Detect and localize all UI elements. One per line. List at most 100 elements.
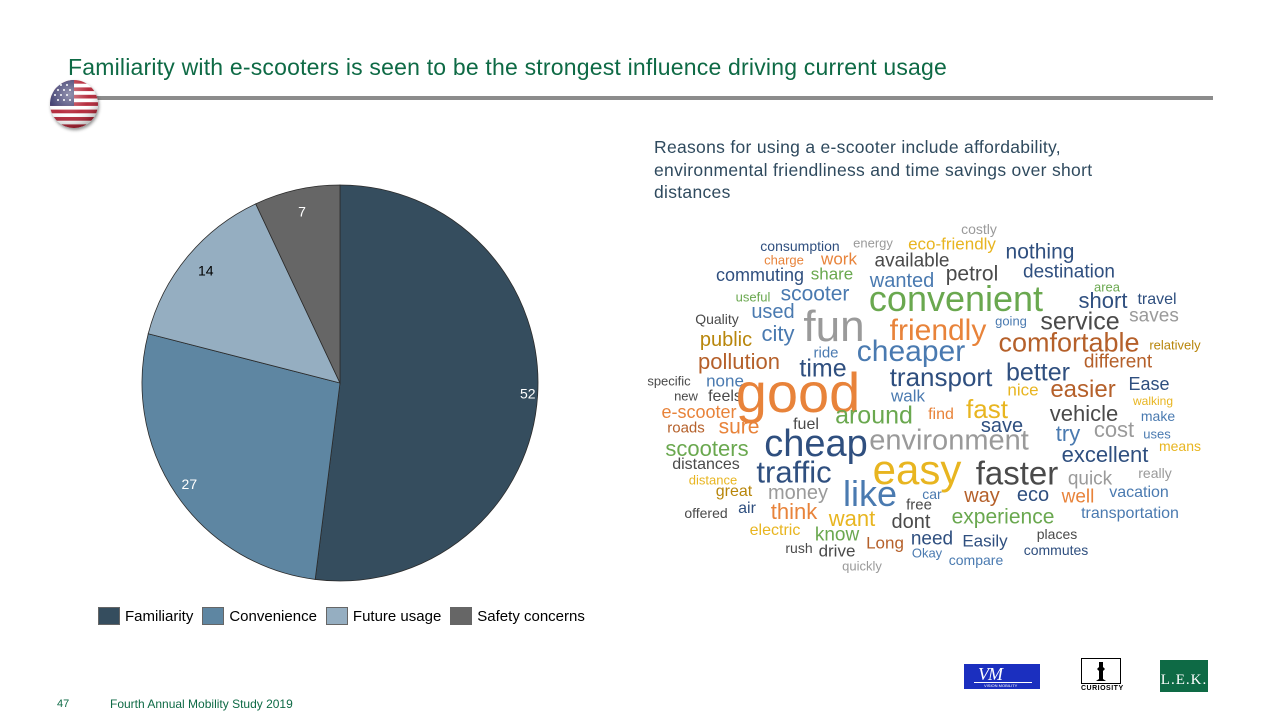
vision-mobility-logo: VM VISION MOBILITY (964, 664, 1040, 689)
word-cloud-word: pollution (698, 349, 780, 374)
word-cloud-word: well (1061, 486, 1095, 508)
word-cloud-word: quick (1067, 468, 1113, 490)
word-cloud-word: like (842, 473, 898, 514)
word-cloud-word: commuting (715, 265, 805, 285)
word-cloud-word: charge (764, 252, 804, 268)
word-cloud-word: walk (890, 386, 926, 406)
us-flag-icon (50, 80, 98, 128)
word-cloud-word: fast (966, 394, 1008, 424)
legend-item-familiarity: Familiarity (98, 607, 193, 625)
word-cloud-word: used (751, 301, 795, 323)
pie-data-label: 7 (298, 204, 306, 220)
word-cloud-word: Quality (695, 311, 739, 327)
word-cloud-word: vacation (1109, 484, 1169, 501)
word-cloud-word: environment (869, 424, 1029, 457)
word-cloud-word: want (828, 506, 876, 531)
word-cloud-word: distance (688, 472, 738, 488)
lek-logo: L.E.K. (1160, 660, 1208, 692)
word-cloud-word: nice (1007, 380, 1039, 400)
word-cloud-word: cost (1093, 417, 1135, 442)
pie-slice-familiarity (314, 184, 539, 582)
word-cloud-word: really (1138, 465, 1172, 481)
word-cloud-word: ride (813, 344, 839, 362)
word-cloud-word: work (821, 249, 857, 269)
word-cloud-word: uses (1143, 426, 1171, 442)
word-cloud-word: comfortable (998, 327, 1140, 358)
word-cloud-word: friendly (889, 314, 987, 347)
word-cloud-word: think (770, 499, 818, 524)
legend-label: Future usage (352, 607, 442, 625)
word-cloud-word: commutes (1023, 542, 1089, 558)
word-cloud-word: offered (684, 505, 728, 521)
word-cloud-word: car (922, 486, 942, 502)
word-cloud-word: transportation (1081, 505, 1179, 522)
word-cloud-word: scooter (780, 282, 850, 306)
word-cloud-word: around (835, 401, 913, 430)
word-cloud-word: means (1158, 438, 1202, 454)
legend-swatch (202, 607, 225, 625)
word-cloud-word: way (964, 485, 1000, 507)
word-cloud-word: going (995, 313, 1027, 329)
word-cloud-word: vehicle (1049, 401, 1119, 426)
word-cloud-word: Long (866, 533, 904, 553)
word-cloud-word: nothing (1005, 240, 1075, 264)
word-cloud-word: better (1006, 358, 1070, 387)
word-cloud-word: Okay (911, 545, 943, 561)
pie-data-label: 52 (520, 386, 536, 402)
word-cloud-word: walking (1132, 394, 1174, 408)
word-cloud-word: make (1140, 408, 1176, 424)
word-cloud-word: save (980, 415, 1024, 437)
word-cloud-word: travel (1137, 291, 1177, 308)
word-cloud-word: sure (718, 415, 760, 439)
page-number: 47 (57, 698, 70, 710)
word-cloud-word: compare (948, 552, 1004, 568)
pie-data-label: 27 (182, 476, 198, 492)
word-cloud-word: cheap (764, 423, 868, 465)
word-cloud-word: saves (1129, 305, 1179, 327)
legend-swatch (98, 607, 120, 625)
word-cloud-word: e-scooter (661, 402, 737, 422)
page-title: Familiarity with e-scooters is seen to b… (68, 54, 948, 80)
legend-item-future-usage: Future usage (325, 607, 442, 625)
curiosity-logo: CURIOSITY (1081, 658, 1123, 696)
word-cloud-word: need (910, 528, 954, 550)
word-cloud-word: city (761, 321, 795, 346)
word-cloud-word: share (810, 264, 854, 284)
legend-label: Convenience (229, 607, 317, 625)
word-cloud-word: scooters (665, 436, 749, 461)
footer-text: Fourth Annual Mobility Study 2019 (110, 697, 293, 711)
word-cloud-word: fuel (793, 416, 819, 433)
word-cloud-word: different (1083, 351, 1153, 373)
word-cloud-word: useful (735, 289, 771, 305)
word-cloud-word: service (1040, 307, 1120, 336)
word-cloud-word: rush (785, 540, 813, 556)
word-cloud-word: quickly (842, 558, 882, 574)
word-cloud-word: fun (803, 302, 865, 351)
word-cloud-word: new (674, 388, 698, 404)
word-cloud-word: Easily (962, 531, 1008, 551)
word-cloud-word: energy (853, 235, 893, 251)
chart-legend: Familiarity Convenience Future usage Saf… (98, 607, 594, 625)
word-cloud-word: find (928, 406, 954, 423)
word-cloud-word: faster (975, 454, 1059, 492)
word-cloud-word: roads (667, 419, 705, 437)
word-cloud-word: wanted (869, 270, 935, 292)
word-cloud-word: drive (818, 541, 856, 561)
word-cloud-word: transport (889, 362, 993, 392)
legend-item-safety-concerns: Safety concerns (450, 607, 585, 625)
word-cloud-word: good (735, 361, 861, 424)
word-cloud-word: area (1093, 279, 1121, 295)
word-cloud-word: free (906, 496, 932, 514)
word-cloud-word: traffic (756, 454, 832, 490)
word-cloud-word: eco-friendly (908, 234, 996, 254)
pie-slice-future-usage (147, 203, 341, 384)
word-cloud-word: destination (1023, 261, 1115, 283)
word-cloud-word: convenient (868, 278, 1044, 319)
pie-slice-convenience (141, 333, 341, 580)
word-cloud-word: easy (872, 446, 962, 493)
legend-label: Safety concerns (477, 607, 585, 625)
word-cloud-word: air (738, 500, 756, 517)
word-cloud-word: money (767, 482, 829, 504)
word-cloud-word: petrol (945, 262, 999, 286)
legend-label: Familiarity (125, 607, 194, 625)
